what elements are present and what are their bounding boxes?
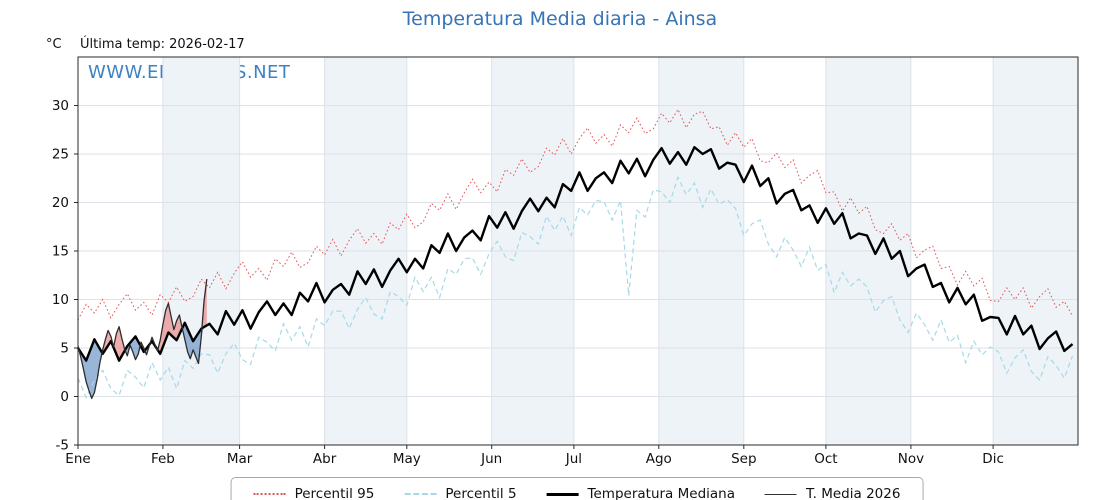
x-tick-label: Oct (814, 451, 837, 467)
x-tick-label: Abr (313, 451, 337, 467)
x-tick-label: Jul (565, 451, 582, 467)
below-median-fill (78, 322, 207, 399)
x-tick-label: Ene (65, 451, 90, 467)
percentil-5-line-sample (404, 493, 437, 495)
y-tick-label: -5 (56, 438, 69, 454)
y-tick-label: 10 (52, 292, 69, 308)
x-tick-label: Mar (227, 451, 253, 467)
x-tick-label: Sep (731, 451, 756, 467)
mediana-line-sample (546, 492, 579, 496)
legend-item-percentil-5: Percentil 5 (404, 486, 517, 500)
x-tick-label: Nov (898, 451, 924, 467)
t-media-2026-line-sample (765, 493, 797, 495)
legend: Percentil 95 Percentil 5 Temperatura Med… (230, 477, 924, 500)
x-tick-label: Feb (151, 451, 175, 467)
last-temp-label: Última temp: 2026-02-17 (80, 37, 245, 52)
above-median-fill (78, 279, 207, 361)
legend-item-t-media-2026: T. Media 2026 (765, 486, 900, 500)
y-tick-label: 5 (60, 341, 69, 357)
x-tick-label: May (393, 451, 421, 467)
legend-label: Temperatura Mediana (587, 486, 735, 500)
percentil-95-line-sample (253, 493, 286, 495)
percentil-95-line (77, 108, 1073, 321)
y-tick-label: 30 (52, 98, 69, 114)
t-media-2026-line (77, 279, 208, 400)
x-tick-label: Dic (982, 451, 1004, 467)
legend-item-mediana: Temperatura Mediana (546, 486, 735, 500)
y-tick-label: 15 (52, 244, 69, 260)
x-tick-label: Jun (480, 451, 502, 467)
y-axis-unit-label: °C (46, 37, 62, 52)
x-tick-label: Ago (646, 451, 672, 467)
legend-label: Percentil 95 (294, 486, 375, 500)
y-tick-label: 25 (52, 147, 69, 163)
legend-label: Percentil 5 (445, 486, 517, 500)
legend-item-percentil-95: Percentil 95 (253, 486, 375, 500)
temperatura-mediana-line (76, 146, 1074, 362)
legend-label: T. Media 2026 (806, 486, 901, 500)
percentil-5-line (77, 175, 1074, 399)
chart-title: Temperatura Media diaria - Ainsa (402, 8, 718, 30)
y-tick-label: 20 (52, 195, 69, 211)
y-tick-label: 0 (60, 389, 69, 405)
